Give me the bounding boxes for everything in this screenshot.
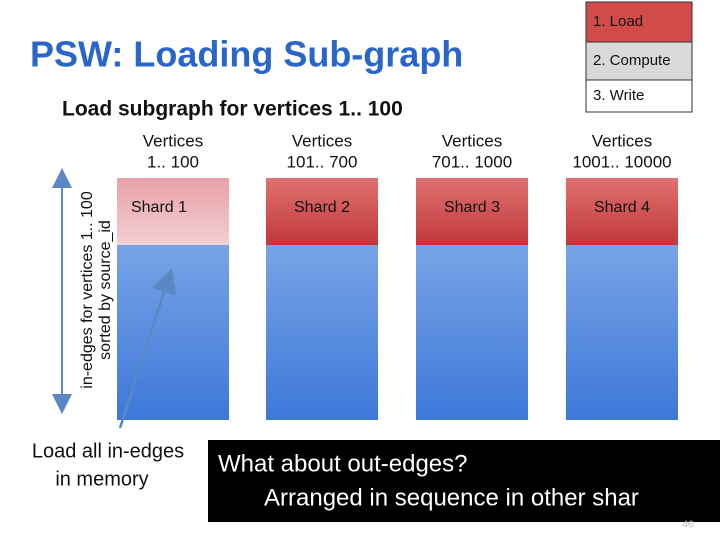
column-header: Vertices [592, 131, 652, 150]
column-header: 1001.. 10000 [572, 152, 671, 171]
title: PSW: Loading Sub-graph [30, 34, 463, 75]
shard-label: Shard 1 [131, 199, 187, 216]
step-label: 1. Load [593, 13, 643, 30]
shard-label: Shard 3 [444, 199, 500, 216]
step-box [585, 1, 693, 43]
shard-loaded [266, 178, 378, 245]
step-box [585, 41, 693, 81]
callout: Arranged in sequence in other shar [264, 484, 639, 511]
note: in memory [55, 468, 148, 490]
step-label: 2. Compute [593, 52, 671, 69]
shard-label: Shard 4 [594, 199, 650, 216]
shard-loaded [566, 178, 678, 245]
shard-loaded [416, 178, 528, 245]
callout-box [208, 440, 720, 522]
axis-label: in-edges for vertices 1.. 100 [79, 191, 96, 389]
axis-label: sorted by source_id [97, 220, 114, 360]
steps: 1. Load 2. Compute 3. Write [585, 1, 693, 113]
step-label: 3. Write [593, 87, 644, 104]
step-box [585, 79, 693, 113]
column-header: Vertices [442, 131, 502, 150]
shard-loaded [117, 178, 229, 245]
column-header: Vertices [292, 131, 352, 150]
column-header: 101.. 700 [287, 152, 358, 171]
column-header: Vertices [143, 131, 203, 150]
subtitle: Load subgraph for vertices 1.. 100 [62, 98, 403, 121]
pointer-arrow [118, 268, 177, 429]
page-number: 46 [682, 520, 694, 531]
column-header: 1.. 100 [147, 152, 199, 171]
columns: Vertices 1.. 100 Shard 1 Vertices 101.. 700 S… [117, 131, 678, 420]
shard-label: Shard 2 [294, 199, 350, 216]
callout: What about out-edges? [218, 450, 468, 477]
note: Load all in-edges [32, 440, 184, 462]
column-header: 701.. 1000 [432, 152, 512, 171]
